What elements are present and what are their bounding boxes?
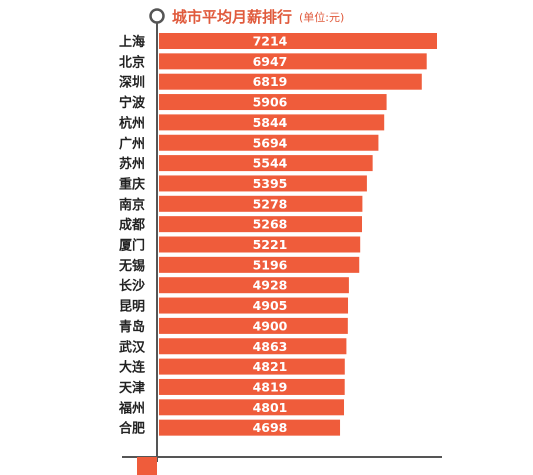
bar-0 — [159, 33, 437, 49]
category-label-8: 南京 — [119, 197, 145, 213]
value-label-2: 6819 — [253, 74, 288, 89]
bar-3 — [159, 94, 387, 111]
value-label-1: 6947 — [253, 54, 288, 69]
axis-foot-bar — [137, 457, 157, 475]
category-label-5: 广州 — [119, 136, 145, 152]
bar-1 — [159, 53, 427, 70]
category-label-12: 长沙 — [119, 278, 145, 294]
category-label-0: 上海 — [119, 34, 145, 50]
category-label-17: 天津 — [119, 380, 145, 396]
value-label-16: 4821 — [253, 359, 288, 374]
category-label-18: 福州 — [118, 400, 145, 416]
value-label-18: 4801 — [253, 400, 288, 415]
bar-5 — [159, 134, 379, 151]
value-label-11: 5196 — [253, 257, 288, 272]
category-label-3: 宁波 — [119, 95, 146, 111]
bar-16 — [159, 358, 345, 375]
bar-12 — [159, 277, 349, 294]
bars-group: 上海 7214 北京 6947 深圳 6819 宁波 5906 杭州 5844 广州 5694 苏州 55… — [118, 33, 437, 437]
value-label-7: 5395 — [253, 176, 288, 191]
bar-13 — [159, 297, 349, 314]
bar-2 — [159, 73, 422, 90]
category-label-7: 重庆 — [119, 176, 145, 192]
value-label-4: 5844 — [253, 115, 288, 130]
bar-17 — [159, 378, 345, 395]
value-label-12: 4928 — [253, 278, 288, 293]
category-label-14: 青岛 — [119, 319, 145, 335]
value-label-0: 7214 — [253, 34, 288, 49]
value-label-14: 4900 — [253, 318, 288, 333]
value-label-5: 5694 — [253, 135, 288, 150]
bar-18 — [159, 399, 345, 416]
category-label-13: 昆明 — [119, 299, 145, 315]
bar-19 — [159, 419, 341, 436]
category-label-4: 杭州 — [119, 115, 145, 131]
value-label-8: 5278 — [253, 196, 288, 211]
value-label-19: 4698 — [253, 420, 288, 435]
bar-10 — [159, 236, 361, 253]
bar-11 — [159, 256, 360, 273]
category-label-19: 合肥 — [119, 421, 145, 437]
bar-7 — [159, 175, 367, 192]
category-label-6: 苏州 — [119, 156, 145, 172]
value-label-9: 5268 — [253, 217, 288, 232]
value-label-13: 4905 — [253, 298, 288, 313]
bar-6 — [159, 155, 373, 172]
bar-14 — [159, 317, 348, 334]
category-label-16: 大连 — [119, 360, 146, 376]
value-label-3: 5906 — [253, 95, 288, 110]
circle-marker-icon — [149, 8, 165, 24]
value-label-10: 5221 — [253, 237, 288, 252]
bar-15 — [159, 338, 347, 355]
category-label-11: 无锡 — [118, 258, 145, 274]
chart-title: 城市平均月薪排行 — [172, 8, 292, 26]
value-label-15: 4863 — [253, 339, 288, 354]
value-label-6: 5544 — [253, 156, 288, 171]
category-label-15: 武汉 — [119, 339, 146, 355]
chart-subtitle: (单位:元) — [299, 10, 344, 24]
category-label-10: 厦门 — [119, 238, 145, 254]
category-label-2: 深圳 — [119, 75, 145, 91]
bar-9 — [159, 216, 363, 233]
category-label-9: 成都 — [119, 217, 145, 233]
category-label-1: 北京 — [119, 54, 145, 70]
bar-8 — [159, 195, 363, 212]
value-label-17: 4819 — [253, 379, 288, 394]
bar-4 — [159, 114, 385, 131]
